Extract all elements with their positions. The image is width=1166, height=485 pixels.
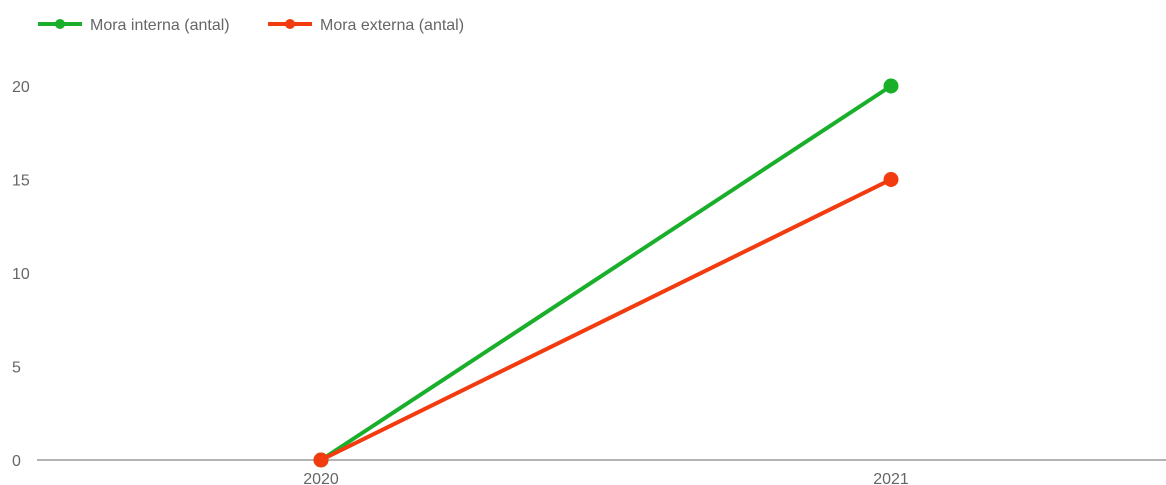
legend-item-series-2[interactable]: Mora externa (antal) <box>268 17 464 34</box>
legend-label: Mora externa (antal) <box>320 17 464 34</box>
y-tick-label: 20 <box>12 79 30 96</box>
series-1 <box>313 78 899 468</box>
x-tick-label: 2021 <box>873 471 909 485</box>
y-tick-label: 0 <box>12 453 21 470</box>
legend-label: Mora interna (antal) <box>90 17 230 34</box>
series-2 <box>313 172 899 468</box>
y-axis: 0 5 10 15 20 <box>12 79 30 470</box>
y-tick-label: 10 <box>12 266 30 283</box>
series-line <box>319 177 893 462</box>
x-tick-label: 2020 <box>303 471 339 485</box>
y-tick-label: 15 <box>12 173 30 190</box>
legend-item-series-1[interactable]: Mora interna (antal) <box>38 17 230 34</box>
y-tick-label: 5 <box>12 360 21 377</box>
data-point[interactable] <box>313 452 329 468</box>
chart-legend: Mora interna (antal) Mora externa (antal) <box>38 17 464 34</box>
legend-swatch-dot <box>285 19 295 29</box>
x-axis: 2020 2021 <box>37 459 1166 485</box>
legend-swatch-dot <box>55 19 65 29</box>
plot-area <box>313 78 899 468</box>
data-point[interactable] <box>883 172 899 187</box>
data-point[interactable] <box>883 78 899 94</box>
series-line <box>319 84 893 462</box>
